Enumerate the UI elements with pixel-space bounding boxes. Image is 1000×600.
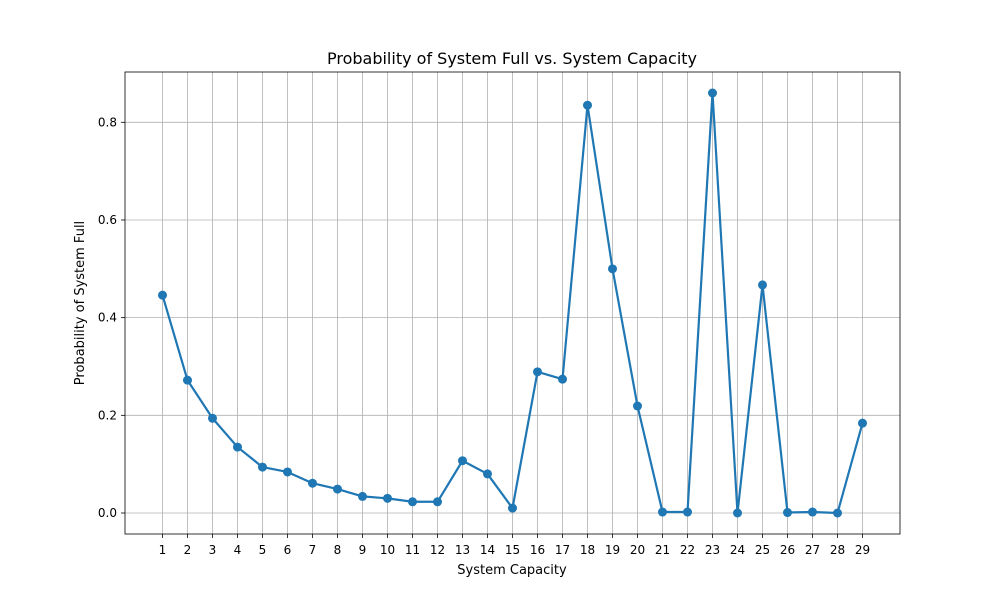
data-point: [458, 456, 467, 466]
x-tick-label: 6: [284, 543, 292, 557]
y-tick-label: 0.8: [98, 115, 117, 129]
x-tick-label: 27: [805, 543, 820, 557]
x-tick-label: 18: [580, 543, 595, 557]
x-tick-label: 13: [455, 543, 470, 557]
x-tick-label: 5: [259, 543, 267, 557]
data-point: [258, 462, 267, 472]
data-point: [383, 493, 392, 503]
y-tick-label: 0.6: [98, 213, 117, 227]
x-tick-label: 26: [780, 543, 795, 557]
x-tick-label: 7: [309, 543, 317, 557]
x-tick-label: 3: [209, 543, 217, 557]
data-point: [758, 280, 767, 290]
data-point: [508, 503, 517, 513]
data-point: [658, 507, 667, 517]
x-tick-label: 9: [359, 543, 367, 557]
x-tick-label: 21: [655, 543, 670, 557]
data-point: [683, 507, 692, 517]
y-tick-label: 0.4: [98, 311, 117, 325]
x-tick-label: 19: [605, 543, 620, 557]
data-point: [183, 375, 192, 385]
data-point: [233, 442, 242, 452]
x-tick-label: 22: [680, 543, 695, 557]
x-tick-label: 28: [830, 543, 845, 557]
x-tick-label: 23: [705, 543, 720, 557]
data-point: [558, 374, 567, 384]
x-axis: 1 2 3 4 5 6 7 8 9 10 11 12 13 14 15 16 17 18 19 20 21 22 23 24 2…: [159, 534, 870, 557]
data-point: [208, 413, 217, 423]
x-tick-label: 24: [730, 543, 745, 557]
x-tick-label: 4: [234, 543, 242, 557]
data-point: [608, 264, 617, 274]
x-tick-label: 10: [380, 543, 395, 557]
plot-frame: [124, 71, 901, 535]
data-point: [283, 467, 292, 477]
data-point: [833, 508, 842, 518]
data-point: [633, 401, 642, 411]
x-tick-label: 15: [505, 543, 520, 557]
x-tick-label: 14: [480, 543, 495, 557]
data-point: [333, 484, 342, 494]
x-tick-label: 16: [530, 543, 545, 557]
x-tick-label: 8: [334, 543, 342, 557]
y-axis: 0.0 0.2 0.4 0.6 0.8: [98, 115, 125, 520]
chart-title: Probability of System Full vs. System Ca…: [327, 49, 697, 68]
x-tick-label: 20: [630, 543, 645, 557]
data-point: [733, 508, 742, 518]
series-group: [158, 88, 867, 518]
data-point: [433, 497, 442, 507]
x-axis-label: System Capacity: [457, 563, 567, 578]
data-point: [358, 491, 367, 501]
data-point: [583, 100, 592, 110]
data-point: [783, 508, 792, 518]
data-point: [808, 507, 817, 517]
y-tick-label: 0.2: [98, 408, 117, 422]
x-tick-label: 1: [159, 543, 167, 557]
y-tick-label: 0.0: [98, 506, 117, 520]
data-point: [408, 497, 417, 507]
x-tick-label: 2: [184, 543, 192, 557]
x-tick-label: 25: [755, 543, 770, 557]
x-tick-label: 17: [555, 543, 570, 557]
y-axis-label: Probability of System Full: [73, 221, 88, 385]
data-point: [858, 418, 867, 428]
x-tick-label: 12: [430, 543, 445, 557]
data-point: [708, 88, 717, 98]
grid: [125, 72, 900, 534]
data-point: [483, 469, 492, 479]
data-point: [308, 478, 317, 488]
data-point: [533, 367, 542, 377]
x-tick-label: 11: [405, 543, 420, 557]
data-point: [158, 290, 167, 300]
x-tick-label: 29: [855, 543, 870, 557]
